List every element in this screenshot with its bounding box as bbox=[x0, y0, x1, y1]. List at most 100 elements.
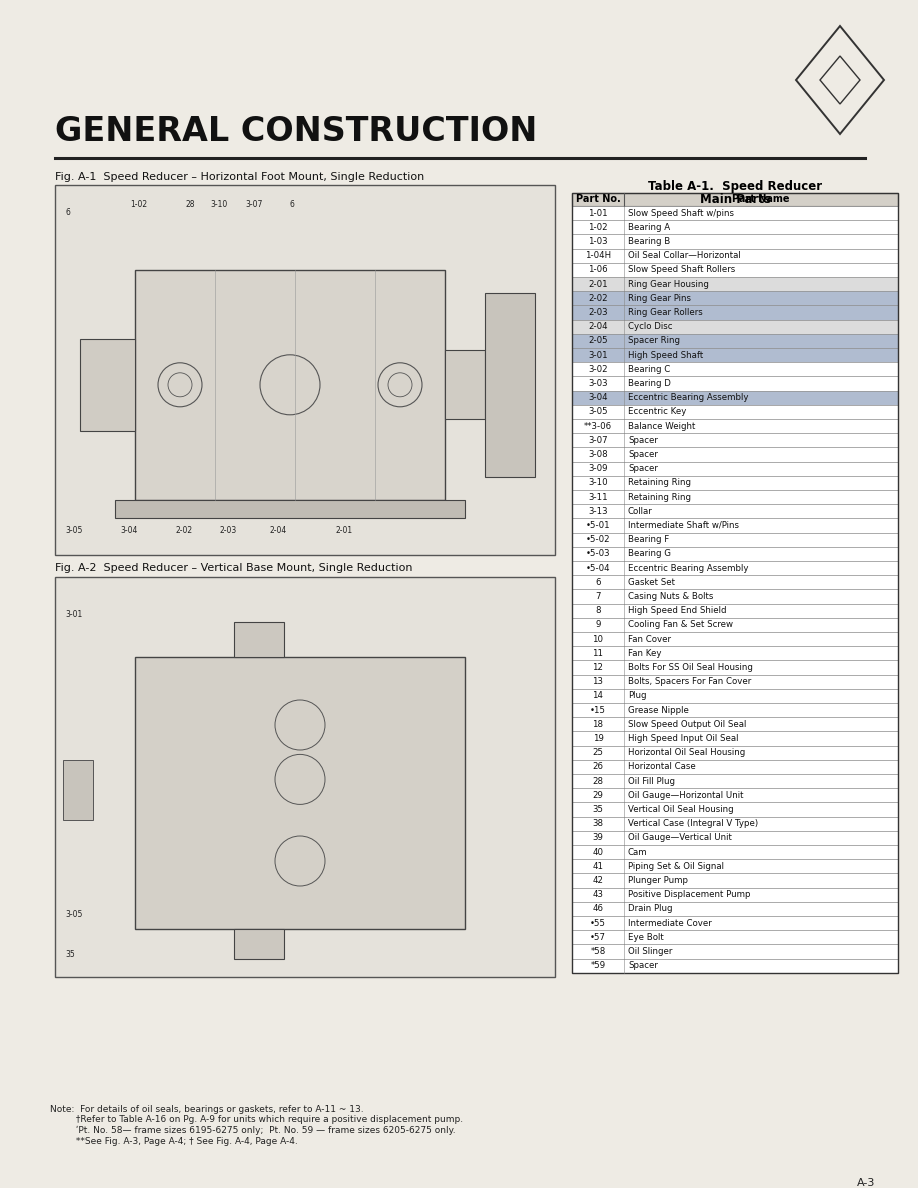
Bar bbox=[572, 504, 898, 518]
Bar bbox=[572, 930, 898, 944]
Bar bbox=[572, 830, 898, 845]
Text: 41: 41 bbox=[592, 861, 603, 871]
Bar bbox=[572, 291, 898, 305]
Text: 3-03: 3-03 bbox=[588, 379, 608, 388]
Bar bbox=[572, 362, 898, 377]
Text: Eccentric Bearing Assembly: Eccentric Bearing Assembly bbox=[628, 393, 748, 403]
Text: •5-04: •5-04 bbox=[586, 563, 610, 573]
Bar bbox=[115, 499, 465, 518]
Text: 35: 35 bbox=[592, 805, 603, 814]
Bar bbox=[572, 206, 898, 220]
Text: Oil Fill Plug: Oil Fill Plug bbox=[628, 777, 675, 785]
Text: •5-03: •5-03 bbox=[586, 549, 610, 558]
Text: High Speed Shaft: High Speed Shaft bbox=[628, 350, 703, 360]
Bar bbox=[572, 192, 898, 206]
Bar bbox=[572, 816, 898, 830]
Text: 2-02: 2-02 bbox=[588, 293, 608, 303]
Bar bbox=[572, 391, 898, 405]
Bar bbox=[572, 334, 898, 348]
Text: 19: 19 bbox=[592, 734, 603, 742]
Text: 29: 29 bbox=[592, 791, 603, 800]
Bar bbox=[234, 929, 284, 959]
Text: Part No.: Part No. bbox=[576, 195, 621, 204]
Bar bbox=[572, 873, 898, 887]
Bar bbox=[572, 575, 898, 589]
Text: •5-01: •5-01 bbox=[586, 522, 610, 530]
Text: 3-05: 3-05 bbox=[588, 407, 608, 417]
Bar bbox=[572, 546, 898, 561]
Bar bbox=[572, 887, 898, 902]
Bar bbox=[572, 305, 898, 320]
Text: Bearing A: Bearing A bbox=[628, 223, 670, 232]
Text: Collar: Collar bbox=[628, 507, 653, 516]
Text: Oil Slinger: Oil Slinger bbox=[628, 947, 672, 956]
Text: Bearing B: Bearing B bbox=[628, 236, 670, 246]
Bar bbox=[572, 192, 898, 973]
Bar bbox=[572, 348, 898, 362]
Text: 2-01: 2-01 bbox=[588, 279, 608, 289]
Text: Casing Nuts & Bolts: Casing Nuts & Bolts bbox=[628, 592, 713, 601]
Text: 12: 12 bbox=[592, 663, 603, 672]
Bar bbox=[572, 944, 898, 959]
Bar bbox=[572, 732, 898, 746]
Text: 3-13: 3-13 bbox=[588, 507, 608, 516]
Text: 2-04: 2-04 bbox=[588, 322, 608, 331]
Bar bbox=[445, 350, 485, 419]
Text: Spacer: Spacer bbox=[628, 465, 658, 473]
Text: 3-04: 3-04 bbox=[588, 393, 608, 403]
Bar bbox=[572, 532, 898, 546]
Text: Bolts, Spacers For Fan Cover: Bolts, Spacers For Fan Cover bbox=[628, 677, 751, 687]
Text: ʹPt. No. 58— frame sizes 6195-6275 only;  Pt. No. 59 — frame sizes 6205-6275 onl: ʹPt. No. 58— frame sizes 6195-6275 only;… bbox=[50, 1126, 455, 1136]
Bar bbox=[572, 377, 898, 391]
Text: 6: 6 bbox=[595, 577, 600, 587]
Text: Slow Speed Output Oil Seal: Slow Speed Output Oil Seal bbox=[628, 720, 746, 728]
Text: Oil Gauge—Vertical Unit: Oil Gauge—Vertical Unit bbox=[628, 834, 732, 842]
Text: 3-10: 3-10 bbox=[210, 201, 228, 209]
Text: 6: 6 bbox=[290, 201, 295, 209]
Bar bbox=[572, 448, 898, 462]
Bar bbox=[572, 561, 898, 575]
Bar bbox=[572, 902, 898, 916]
Text: **3-06: **3-06 bbox=[584, 422, 612, 430]
Text: 28: 28 bbox=[185, 201, 195, 209]
Text: 3-07: 3-07 bbox=[245, 201, 263, 209]
Bar bbox=[234, 623, 284, 657]
Text: Vertical Oil Seal Housing: Vertical Oil Seal Housing bbox=[628, 805, 733, 814]
Bar bbox=[572, 859, 898, 873]
Bar bbox=[55, 185, 555, 555]
Text: Spacer: Spacer bbox=[628, 961, 658, 971]
Text: 2-03: 2-03 bbox=[588, 308, 608, 317]
Bar bbox=[572, 675, 898, 689]
Bar bbox=[572, 589, 898, 604]
Bar bbox=[572, 959, 898, 973]
Text: Cooling Fan & Set Screw: Cooling Fan & Set Screw bbox=[628, 620, 733, 630]
Text: 3-09: 3-09 bbox=[588, 465, 608, 473]
Text: 1-02: 1-02 bbox=[588, 223, 608, 232]
Bar bbox=[572, 476, 898, 489]
Bar bbox=[572, 689, 898, 703]
Text: 3-08: 3-08 bbox=[588, 450, 608, 459]
Text: 3-11: 3-11 bbox=[588, 493, 608, 501]
Text: Bearing D: Bearing D bbox=[628, 379, 671, 388]
Text: 1-06: 1-06 bbox=[588, 265, 608, 274]
Text: Spacer Ring: Spacer Ring bbox=[628, 336, 680, 346]
Bar bbox=[572, 248, 898, 263]
Text: Plug: Plug bbox=[628, 691, 646, 701]
Bar bbox=[55, 577, 555, 977]
Bar bbox=[572, 746, 898, 760]
Text: 3-05: 3-05 bbox=[65, 526, 83, 535]
Text: Gasket Set: Gasket Set bbox=[628, 577, 675, 587]
Bar bbox=[135, 657, 465, 929]
Text: High Speed End Shield: High Speed End Shield bbox=[628, 606, 726, 615]
Text: Intermediate Cover: Intermediate Cover bbox=[628, 918, 711, 928]
Text: Piping Set & Oil Signal: Piping Set & Oil Signal bbox=[628, 861, 724, 871]
Text: 3-04: 3-04 bbox=[120, 526, 138, 535]
Text: 18: 18 bbox=[592, 720, 603, 728]
Text: Ring Gear Rollers: Ring Gear Rollers bbox=[628, 308, 703, 317]
Text: Positive Displacement Pump: Positive Displacement Pump bbox=[628, 890, 751, 899]
Text: 1-03: 1-03 bbox=[588, 236, 608, 246]
Text: Cyclo Disc: Cyclo Disc bbox=[628, 322, 673, 331]
Text: •15: •15 bbox=[590, 706, 606, 715]
Text: Eye Bolt: Eye Bolt bbox=[628, 933, 664, 942]
Text: •55: •55 bbox=[590, 918, 606, 928]
